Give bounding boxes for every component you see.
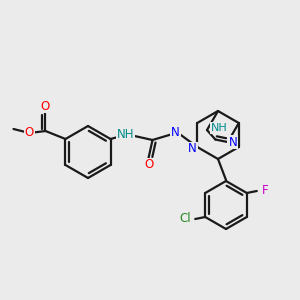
Text: NH: NH (211, 123, 228, 133)
Text: N: N (228, 136, 237, 148)
Text: N: N (188, 142, 197, 155)
Text: O: O (144, 158, 153, 172)
Text: Cl: Cl (179, 212, 191, 226)
Text: H: H (124, 130, 133, 142)
Text: N: N (171, 127, 180, 140)
Text: O: O (41, 100, 50, 112)
Text: O: O (25, 127, 34, 140)
Text: NH: NH (117, 128, 134, 142)
Text: F: F (262, 184, 268, 197)
